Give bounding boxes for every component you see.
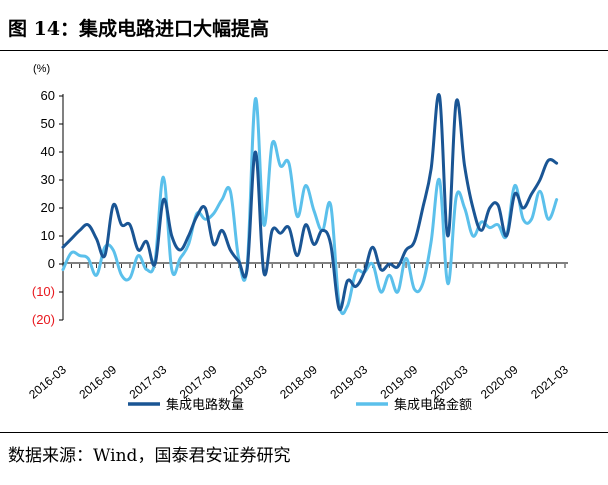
y-tick-label: 40 — [41, 144, 55, 159]
series-lines — [61, 93, 559, 316]
x-tick-label: 2016-03 — [26, 362, 69, 401]
y-unit-label: (%) — [33, 63, 50, 75]
x-tick-label: 2020-03 — [428, 362, 471, 401]
y-tick-label: (10) — [32, 284, 55, 299]
legend-label-series1: 集成电路数量 — [166, 397, 244, 413]
source-divider — [0, 432, 608, 433]
x-tick-label: 2020-09 — [478, 362, 521, 401]
y-ticks: 60 50 40 30 20 10 0 (10) (20) — [32, 88, 63, 327]
y-tick-label: 0 — [48, 256, 55, 271]
x-tick-label: 2021-03 — [528, 362, 571, 401]
legend-label-series2: 集成电路金额 — [394, 397, 472, 413]
legend: 集成电路数量 集成电路金额 — [128, 397, 472, 413]
y-tick-label: 30 — [41, 172, 55, 187]
y-tick-label: 20 — [41, 200, 55, 215]
y-tick-label: (20) — [32, 312, 55, 327]
x-tick-label: 2016-09 — [76, 362, 119, 401]
y-tick-label: 50 — [41, 116, 55, 131]
y-tick-label: 60 — [41, 88, 55, 103]
source-note: 数据来源：Wind，国泰君安证券研究 — [8, 446, 291, 466]
line-chart: (%) 60 50 40 30 20 10 0 (10) (20) 2016-03 2016-09… — [26, 63, 571, 413]
x-ticks: 2016-03 2016-09 2017-03 2017-09 2018-03 2018-… — [26, 264, 571, 402]
x-tick-label: 2018-09 — [277, 362, 320, 401]
series-line-2 — [61, 97, 559, 316]
y-tick-label: 10 — [41, 228, 55, 243]
x-tick-label: 2019-09 — [378, 362, 421, 401]
x-tick-label: 2017-09 — [177, 362, 220, 401]
title-divider — [0, 50, 608, 51]
x-tick-label: 2018-03 — [227, 362, 270, 401]
figure-title: 图 14：集成电路进口大幅提高 — [8, 18, 270, 40]
x-tick-label: 2017-03 — [127, 362, 170, 401]
x-tick-label: 2019-03 — [327, 362, 370, 401]
series-line-1 — [61, 93, 559, 312]
